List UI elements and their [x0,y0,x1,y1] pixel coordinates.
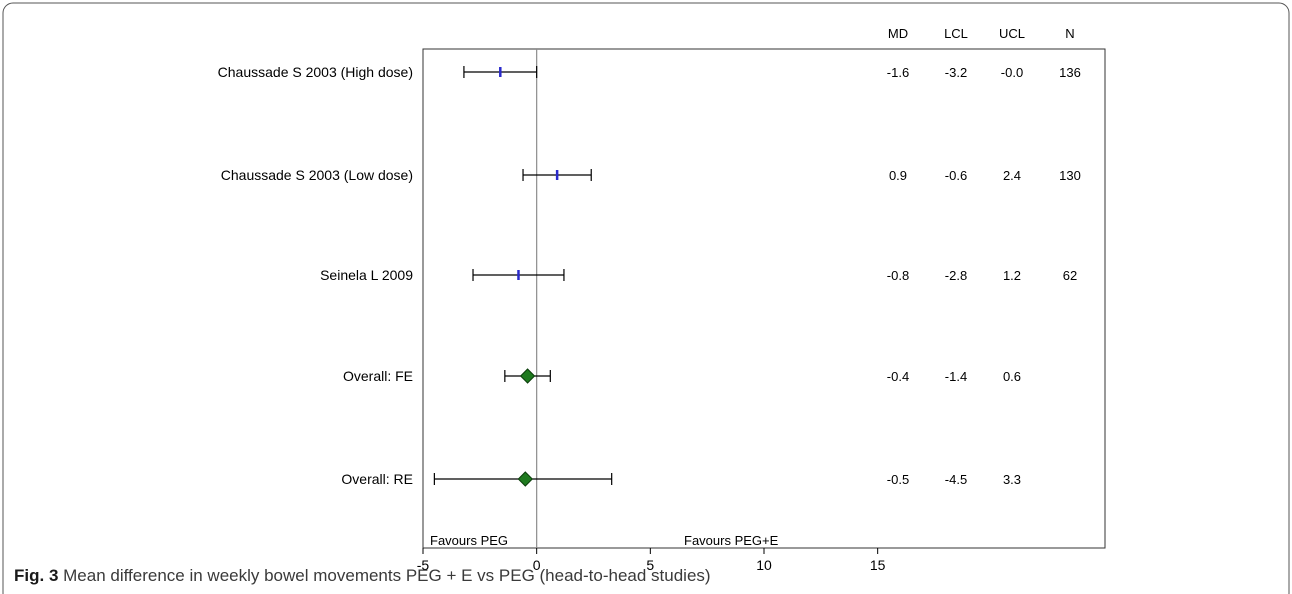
stat-cell-lcl: -3.2 [945,65,967,80]
column-header-n: N [1065,26,1074,41]
x-tick-label: 15 [870,557,886,573]
stat-cell-n: 136 [1059,65,1081,80]
study-label: Overall: FE [343,368,413,384]
x-axis: -5 0 5 10 15 [417,548,886,573]
x-tick-label: -5 [417,557,430,573]
stat-cell-n: 62 [1063,268,1077,283]
column-header-lcl: LCL [944,26,968,41]
figure-caption: Fig. 3 Mean difference in weekly bowel m… [14,566,711,586]
stat-cell-ucl: 2.4 [1003,168,1021,183]
stat-cell-md: -1.6 [887,65,909,80]
stat-cell-md: -0.4 [887,369,909,384]
stat-cell-lcl: -0.6 [945,168,967,183]
forest-row: Overall: RE [341,471,613,487]
column-header-ucl: UCL [999,26,1025,41]
study-label: Seinela L 2009 [320,267,413,283]
stat-cell-ucl: 0.6 [1003,369,1021,384]
favours-left-label: Favours PEG [430,533,508,548]
forest-row: Seinela L 2009 [320,267,565,283]
stats-table: MD LCL UCL N -1.6 -3.2 -0.0 136 0.9 -0.6 2.4 130 -0.… [887,26,1081,487]
caption-label: Fig. 3 [14,566,59,585]
pooled-estimate-diamond [519,368,536,384]
favours-right-label: Favours PEG+E [684,533,779,548]
pooled-estimate-diamond [517,471,534,487]
caption-text: Mean difference in weekly bowel movement… [63,566,711,585]
stat-cell-ucl: -0.0 [1001,65,1023,80]
stat-cell-n: 130 [1059,168,1081,183]
x-tick-label: 10 [756,557,772,573]
forest-row: Chaussade S 2003 (High dose) [218,64,538,80]
study-label: Chaussade S 2003 (Low dose) [221,167,413,183]
stat-cell-lcl: -1.4 [945,369,967,384]
x-tick-label: 0 [533,557,541,573]
stat-cell-ucl: 1.2 [1003,268,1021,283]
stat-cell-md: -0.8 [887,268,909,283]
forest-row: Overall: FE [343,368,551,384]
stat-cell-md: 0.9 [889,168,907,183]
stat-cell-md: -0.5 [887,472,909,487]
stat-cell-ucl: 3.3 [1003,472,1021,487]
x-tick-label: 5 [646,557,654,573]
study-label: Chaussade S 2003 (High dose) [218,64,413,80]
stat-cell-lcl: -2.8 [945,268,967,283]
study-label: Overall: RE [341,471,413,487]
column-header-md: MD [888,26,908,41]
forest-row: Chaussade S 2003 (Low dose) [221,167,592,183]
stat-cell-lcl: -4.5 [945,472,967,487]
rows-layer: Chaussade S 2003 (High dose) Chaussade S … [218,64,613,487]
